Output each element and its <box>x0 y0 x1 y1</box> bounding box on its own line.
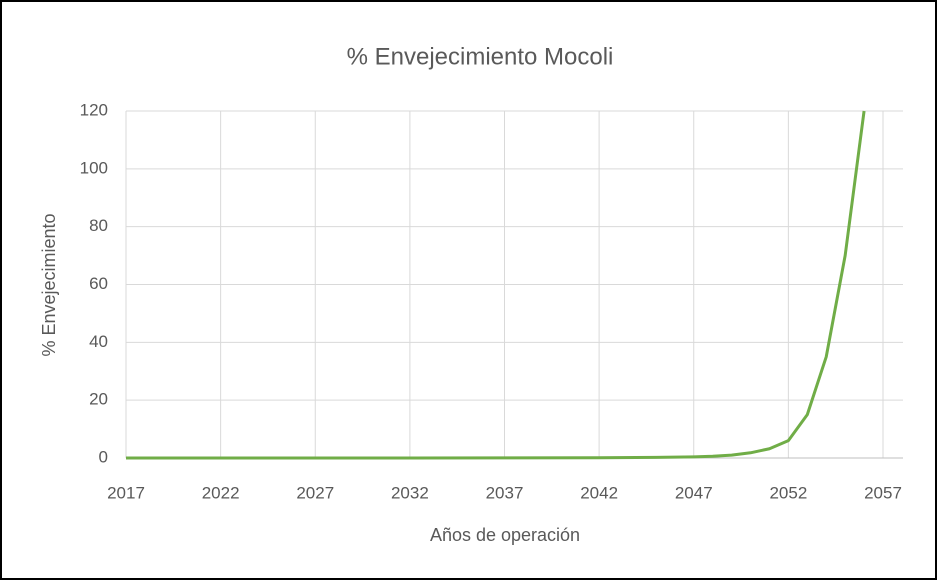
x-tick-label: 2042 <box>580 483 618 502</box>
y-tick-label: 40 <box>89 332 108 351</box>
x-tick-label: 2027 <box>296 483 334 502</box>
data-line <box>126 110 866 460</box>
y-tick-label: 120 <box>80 100 108 119</box>
x-tick-label: 2017 <box>107 483 145 502</box>
y-tick-label: 20 <box>89 390 108 409</box>
x-tick-label: 2037 <box>486 483 524 502</box>
y-tick-label: 80 <box>89 216 108 235</box>
x-tick-label: 2047 <box>675 483 713 502</box>
x-tick-label: 2032 <box>391 483 429 502</box>
y-axis-label: % Envejecimiento <box>39 213 59 356</box>
x-tick-label: 2057 <box>864 483 902 502</box>
chart-title: % Envejecimiento Mocoli <box>347 43 614 70</box>
x-axis-label: Años de operación <box>430 525 580 545</box>
x-tick-label: 2022 <box>202 483 240 502</box>
x-tick-label: 2052 <box>769 483 807 502</box>
y-tick-label: 100 <box>80 158 108 177</box>
y-tick-label: 60 <box>89 274 108 293</box>
y-tick-label: 0 <box>99 447 108 466</box>
